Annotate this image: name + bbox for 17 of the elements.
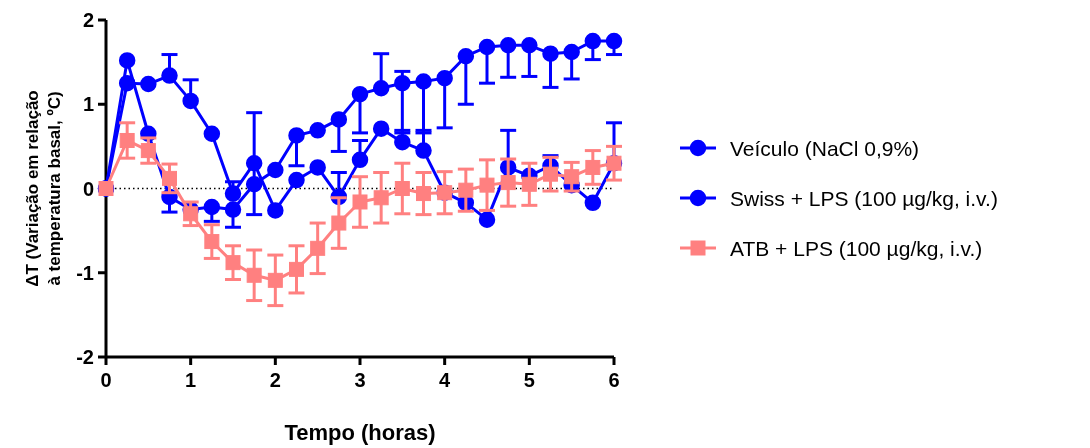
- x-tick-label: 0: [100, 369, 112, 391]
- legend-label: Veículo (NaCl 0,9%): [730, 137, 920, 160]
- x-tick-label: 4: [439, 369, 452, 391]
- x-tick-label: 6: [608, 369, 620, 391]
- x-tick-label: 3: [354, 369, 366, 391]
- y-tick-label: -2: [76, 346, 94, 368]
- x-tick-label: 2: [269, 369, 281, 391]
- y-tick-label: 0: [82, 177, 94, 200]
- y-tick-label: 2: [82, 9, 94, 31]
- x-tick-label: 1: [185, 369, 197, 391]
- x-tick-label: 5: [523, 369, 535, 391]
- x-axis-title: Tempo (horas): [284, 420, 436, 445]
- y-tick-label: -1: [76, 261, 94, 284]
- legend-label: ATB + LPS (100 µg/kg, i.v.): [730, 237, 983, 260]
- legend-label: Swiss + LPS (100 µg/kg, i.v.): [730, 187, 998, 210]
- y-tick-label: 1: [82, 93, 94, 116]
- y-axis-title: ΔT (Variação em relação à temperatura basal, ºC): [23, 90, 64, 287]
